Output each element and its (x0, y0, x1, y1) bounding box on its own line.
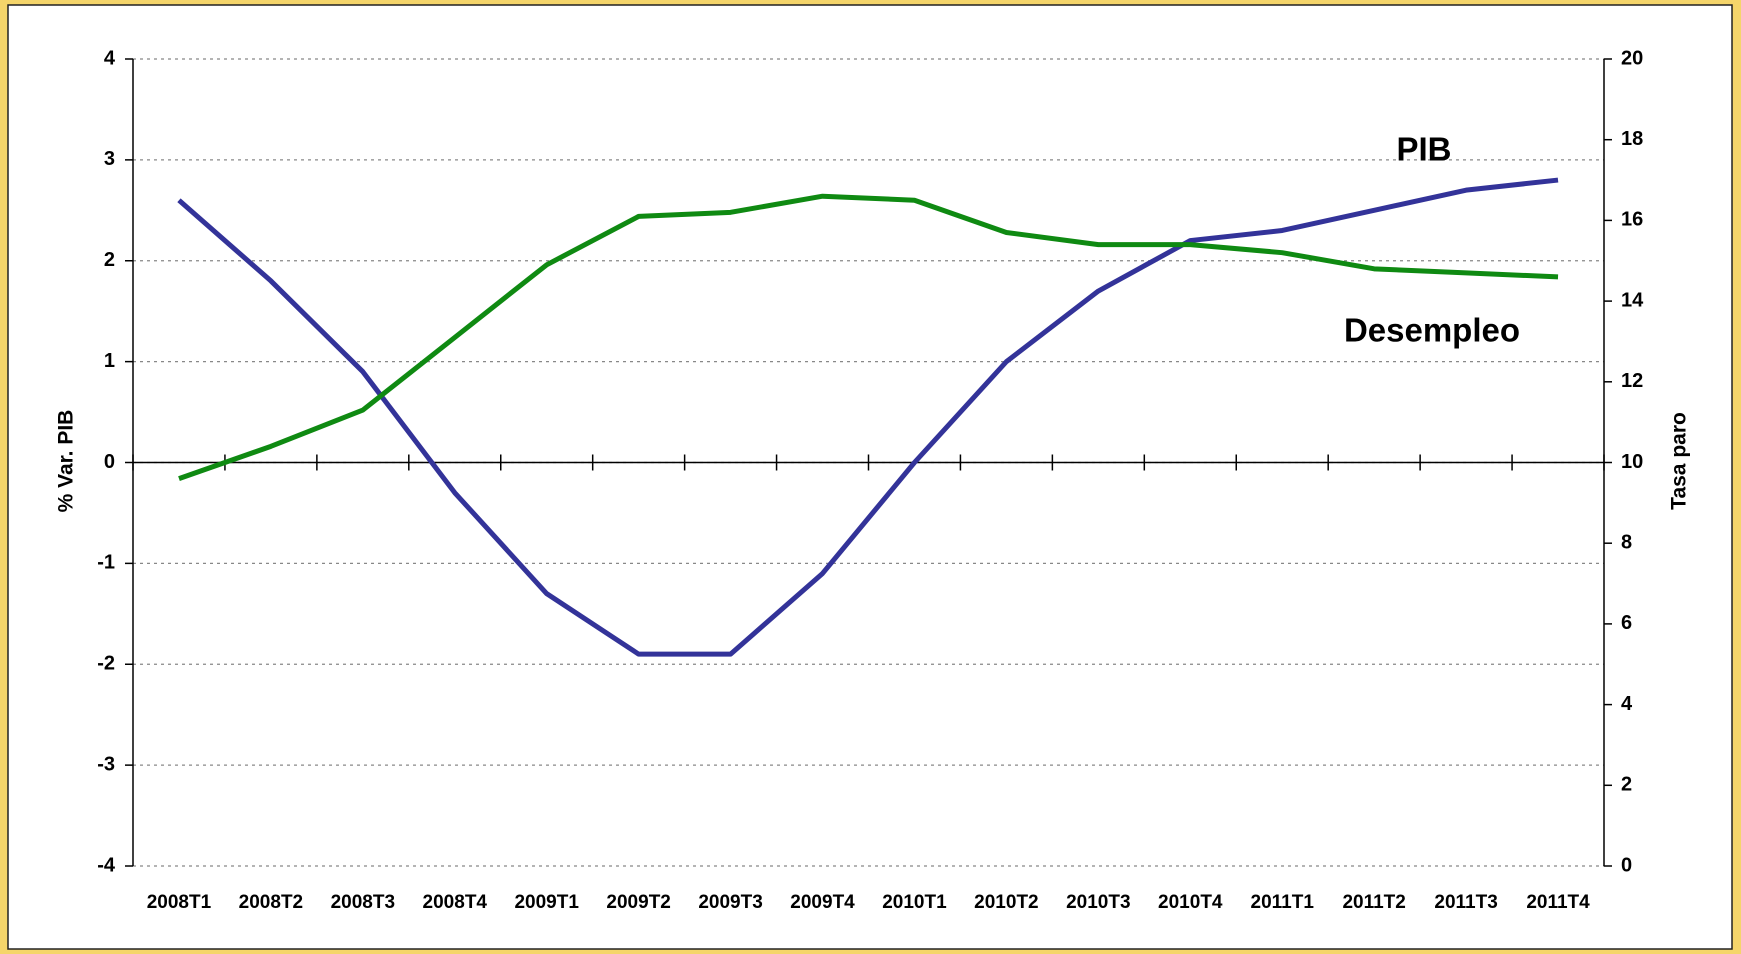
y-tick-label: -1 (97, 552, 115, 574)
x-tick-label: 2008T4 (423, 892, 488, 913)
y2-tick-label: 12 (1621, 370, 1643, 392)
y2-axis-label: Tasa paro (1668, 412, 1691, 510)
x-tick-label: 2008T3 (331, 892, 395, 913)
y2-tick-label: 6 (1621, 612, 1632, 634)
series-line (177, 177, 1559, 657)
x-tick-label: 2010T3 (1066, 892, 1130, 913)
y-tick-label: 4 (104, 47, 116, 69)
y-tick-label: 2 (104, 249, 115, 271)
x-tick-label: 2009T1 (514, 892, 579, 913)
y2-tick-label: 14 (1621, 289, 1644, 311)
y-tick-label: 1 (104, 350, 115, 372)
y2-tick-label: 0 (1621, 854, 1632, 876)
x-tick-label: 2010T2 (974, 892, 1038, 913)
x-tick-label: 2008T2 (239, 892, 303, 913)
x-tick-label: 2010T4 (1158, 892, 1223, 913)
series-line (178, 193, 1559, 481)
y-tick-label: 3 (104, 148, 115, 170)
x-tick-label: 2009T3 (698, 892, 762, 913)
y2-tick-label: 8 (1621, 531, 1632, 553)
y2-tick-label: 16 (1621, 209, 1643, 231)
x-tick-label: 2011T2 (1342, 892, 1405, 913)
y-tick-label: 0 (104, 451, 115, 473)
y-tick-label: -2 (97, 653, 115, 675)
y2-tick-label: 2 (1621, 774, 1632, 796)
y2-tick-label: 4 (1621, 693, 1633, 715)
x-tick-label: 2009T2 (606, 892, 670, 913)
x-tick-label: 2010T1 (882, 892, 947, 913)
x-tick-label: 2011T4 (1526, 892, 1590, 913)
chart-panel (7, 4, 1733, 950)
y2-tick-label: 10 (1621, 451, 1643, 473)
series-label: Desempleo (1344, 312, 1520, 349)
y-tick-label: -3 (97, 753, 115, 775)
x-tick-label: 2009T4 (790, 892, 855, 913)
y2-tick-label: 20 (1621, 47, 1643, 69)
x-tick-label: 2011T1 (1251, 892, 1315, 913)
x-tick-label: 2008T1 (147, 892, 212, 913)
y-axis-label: % Var. PIB (55, 410, 78, 513)
x-tick-label: 2011T3 (1434, 892, 1497, 913)
y2-tick-label: 18 (1621, 128, 1643, 150)
y-tick-label: -4 (97, 854, 116, 876)
series-label: PIB (1396, 131, 1451, 168)
